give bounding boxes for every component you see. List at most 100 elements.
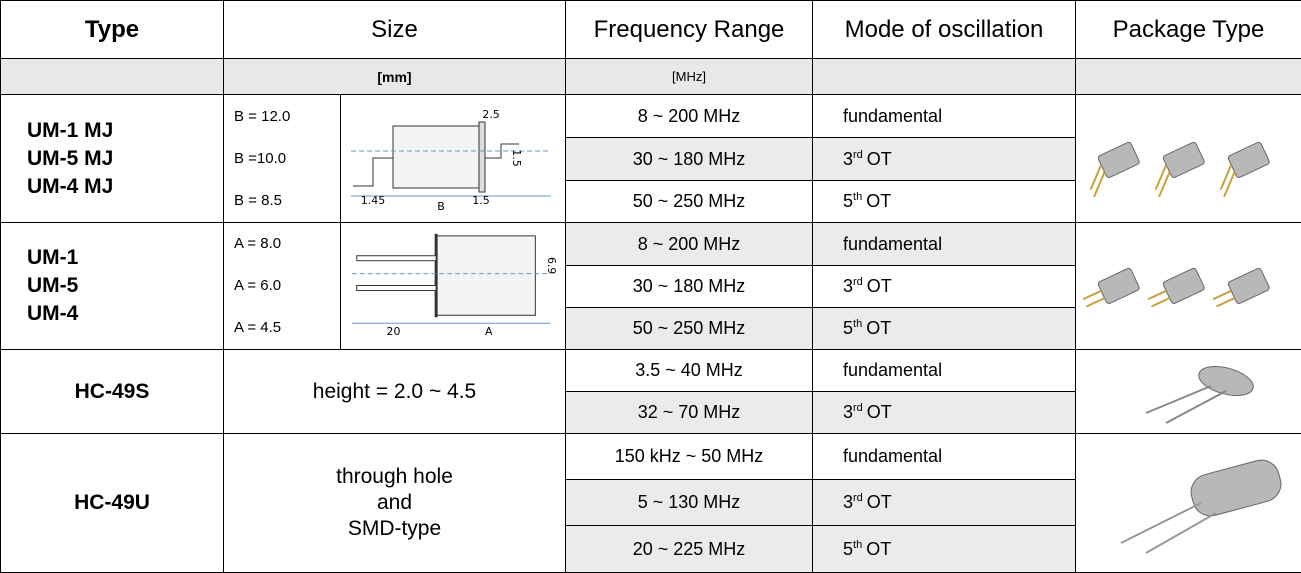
size-text: height = 2.0 ~ 4.5 [224,379,565,405]
type-name: UM-5 [27,272,223,300]
pin [1121,503,1201,543]
size-value: B =10.0 [234,138,340,180]
dimension-label: 1.5 [472,194,490,207]
type-name: UM-1 MJ [27,117,223,145]
size-value: A = 8.0 [234,223,340,265]
unit-cell: [MHz] [566,59,813,95]
body [436,235,535,314]
mode-cell: fundamental [813,350,1076,392]
dimension-label: 1.5 [510,149,523,167]
dimension-label: 20 [387,325,401,338]
dimension-label: B [437,200,445,213]
mode-text: OT [867,402,892,422]
pin [1216,298,1234,306]
header-cell: Size [224,1,566,59]
type-name: UM-1 [27,244,223,272]
mode-text: OT [867,276,892,296]
mode-superscript: th [853,191,862,203]
lead [353,158,393,186]
mode-superscript: th [853,539,862,551]
header-cell: Frequency Range [566,1,813,59]
mode-superscript: th [853,318,862,330]
package-cell [1076,434,1301,573]
frequency-cell: 50 ~ 250 MHz [566,308,813,350]
pin [1148,290,1166,298]
mode-superscript: rd [853,149,863,161]
type-name: UM-4 MJ [27,173,223,201]
unit-row: [mm] [MHz] [1,59,1301,95]
dimension-diagram: 6.9 20 A [341,224,564,349]
pin [1083,290,1101,298]
lead [357,285,436,290]
diagram-cell: 2.5 1.5 1.45 B 1.5 [341,95,566,223]
pin [1166,391,1226,423]
size-value: A = 4.5 [234,307,340,349]
frequency-cell: 20 ~ 225 MHz [566,526,813,573]
frequency-cell: 8 ~ 200 MHz [566,95,813,138]
can [1196,361,1257,401]
mode-text: 3 [843,276,853,296]
package-image [1076,96,1300,222]
size-text: SMD-type [224,516,565,542]
frequency-cell: 3.5 ~ 40 MHz [566,350,813,392]
crystal-icon [1144,267,1205,312]
pin [1146,386,1211,413]
mode-cell: 5th OT [813,308,1076,350]
mode-text: fundamental [843,360,942,380]
mode-text: OT [866,539,891,559]
frequency-cell: 32 ~ 70 MHz [566,392,813,434]
crystal-icon [1144,141,1210,196]
dimension-label: 6.9 [545,256,558,273]
dimension-label: A [485,325,493,338]
crystal-icon [1079,267,1140,312]
diagram-cell: 6.9 20 A [341,223,566,350]
frequency-cell: 30 ~ 180 MHz [566,138,813,181]
crystal-icon [1209,141,1275,196]
header-row: Type Size Frequency Range Mode of oscill… [1,1,1301,59]
mode-cell: fundamental [813,434,1076,480]
mode-superscript: rd [853,276,863,288]
pin [1086,298,1104,306]
dimension-label: 2.5 [482,108,500,121]
mode-text: OT [867,149,892,169]
frequency-cell: 30 ~ 180 MHz [566,266,813,308]
mode-text: OT [866,318,891,338]
crystal-icon [1209,267,1270,312]
type-name: UM-4 [27,300,223,328]
can [1187,456,1285,520]
size-text: through hole [224,464,565,490]
mode-text: 5 [843,318,853,338]
size-text: and [224,490,565,516]
body [393,126,481,188]
mode-cell: fundamental [813,223,1076,266]
mode-text: fundamental [843,446,942,466]
type-cell: HC-49S [1,350,224,434]
lead [357,255,436,260]
dimension-diagram: 2.5 1.5 1.45 B 1.5 [341,96,564,222]
size-cell: height = 2.0 ~ 4.5 [224,350,566,434]
dimension-label: 1.45 [361,194,386,207]
type-name: HC-49S [1,378,223,406]
mode-cell: fundamental [813,95,1076,138]
size-value: B = 12.0 [234,96,340,138]
mode-text: 3 [843,492,853,512]
type-name: UM-5 MJ [27,145,223,173]
type-name: HC-49U [1,489,223,517]
size-value: A = 6.0 [234,265,340,307]
package-image [1076,351,1300,433]
package-cell [1076,350,1301,434]
flange [479,122,485,192]
frequency-cell: 150 kHz ~ 50 MHz [566,434,813,480]
